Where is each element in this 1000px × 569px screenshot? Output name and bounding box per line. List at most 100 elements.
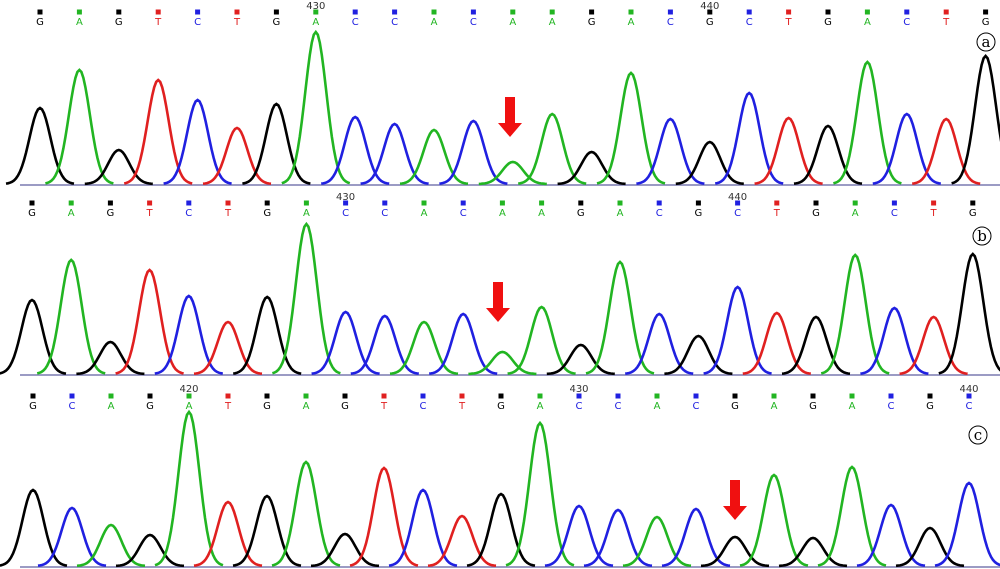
base-marker	[943, 9, 949, 15]
peak	[860, 306, 929, 375]
peak	[742, 311, 811, 375]
base-call: G	[29, 401, 37, 412]
position-label: 440	[959, 384, 978, 395]
base-marker	[578, 200, 584, 206]
peak	[544, 504, 614, 567]
peak	[37, 506, 107, 567]
base-marker	[735, 200, 741, 206]
base-call: T	[942, 17, 950, 28]
base-call: C	[420, 401, 427, 412]
peak	[675, 140, 744, 186]
base-call: A	[628, 17, 635, 28]
base-marker	[617, 200, 623, 206]
base-marker	[628, 9, 634, 15]
base-marker	[29, 200, 35, 206]
peak	[557, 150, 626, 186]
base-call: C	[194, 17, 201, 28]
peak	[242, 102, 311, 185]
base-marker	[771, 393, 777, 399]
peak	[478, 160, 547, 186]
base-call: A	[538, 208, 545, 219]
base-marker	[510, 9, 516, 15]
base-call: A	[303, 208, 310, 219]
base-marker	[273, 9, 279, 15]
base-marker	[68, 200, 74, 206]
base-marker	[695, 200, 701, 206]
peak	[0, 488, 68, 567]
base-marker	[983, 9, 989, 15]
base-call: G	[969, 208, 977, 219]
base-marker	[381, 393, 387, 399]
base-marker	[234, 9, 240, 15]
base-marker	[810, 393, 816, 399]
peak	[0, 298, 67, 375]
base-call: A	[537, 401, 544, 412]
peak	[321, 115, 390, 185]
peak	[664, 334, 733, 376]
base-marker	[186, 200, 192, 206]
base-call: G	[497, 401, 505, 412]
base-call: A	[509, 17, 516, 28]
base-call: G	[731, 401, 739, 412]
base-marker	[421, 200, 427, 206]
base-call: A	[771, 401, 778, 412]
peak	[193, 320, 263, 375]
base-marker	[30, 393, 36, 399]
peak	[310, 532, 380, 568]
base-call: T	[233, 17, 241, 28]
peak	[625, 312, 694, 375]
base-marker	[966, 393, 972, 399]
peak	[583, 508, 653, 567]
base-marker	[108, 393, 114, 399]
base-call: G	[812, 208, 820, 219]
base-marker	[107, 200, 113, 206]
base-call: C	[381, 208, 388, 219]
base-marker	[931, 200, 937, 206]
base-call: T	[154, 17, 162, 28]
base-marker	[303, 393, 309, 399]
base-call: A	[76, 17, 83, 28]
position-label: 420	[179, 384, 198, 395]
peak	[505, 420, 575, 567]
arrow	[486, 282, 510, 322]
peak	[468, 350, 537, 376]
peak	[934, 481, 1000, 567]
peak	[546, 343, 615, 376]
base-marker	[459, 393, 465, 399]
base-call: C	[185, 208, 192, 219]
peak	[820, 253, 890, 375]
base-marker	[225, 393, 231, 399]
position-label: 430	[569, 384, 588, 395]
base-call: A	[68, 208, 75, 219]
base-marker	[155, 9, 161, 15]
panel-label: a	[982, 33, 991, 51]
peak	[123, 78, 193, 185]
base-call: A	[849, 401, 856, 412]
base-call: C	[746, 17, 753, 28]
base-marker	[654, 393, 660, 399]
peak	[5, 106, 75, 185]
position-label: 440	[700, 1, 719, 12]
peak	[817, 465, 887, 567]
base-call: G	[115, 17, 123, 28]
base-marker	[264, 393, 270, 399]
base-call: G	[28, 208, 36, 219]
base-call: G	[695, 208, 703, 219]
panel-label: b	[977, 227, 987, 245]
base-call: G	[926, 401, 934, 412]
base-call: C	[460, 208, 467, 219]
peak	[360, 122, 429, 185]
peak	[899, 315, 968, 375]
peak	[872, 112, 941, 185]
base-marker	[69, 393, 75, 399]
peak	[388, 488, 458, 567]
peak	[202, 126, 272, 185]
base-call: A	[312, 17, 319, 28]
peak	[781, 315, 851, 375]
base-call: T	[380, 401, 388, 412]
base-marker	[498, 393, 504, 399]
base-marker	[927, 393, 933, 399]
peak	[232, 494, 302, 567]
arrow	[498, 97, 522, 137]
peak	[311, 310, 380, 375]
